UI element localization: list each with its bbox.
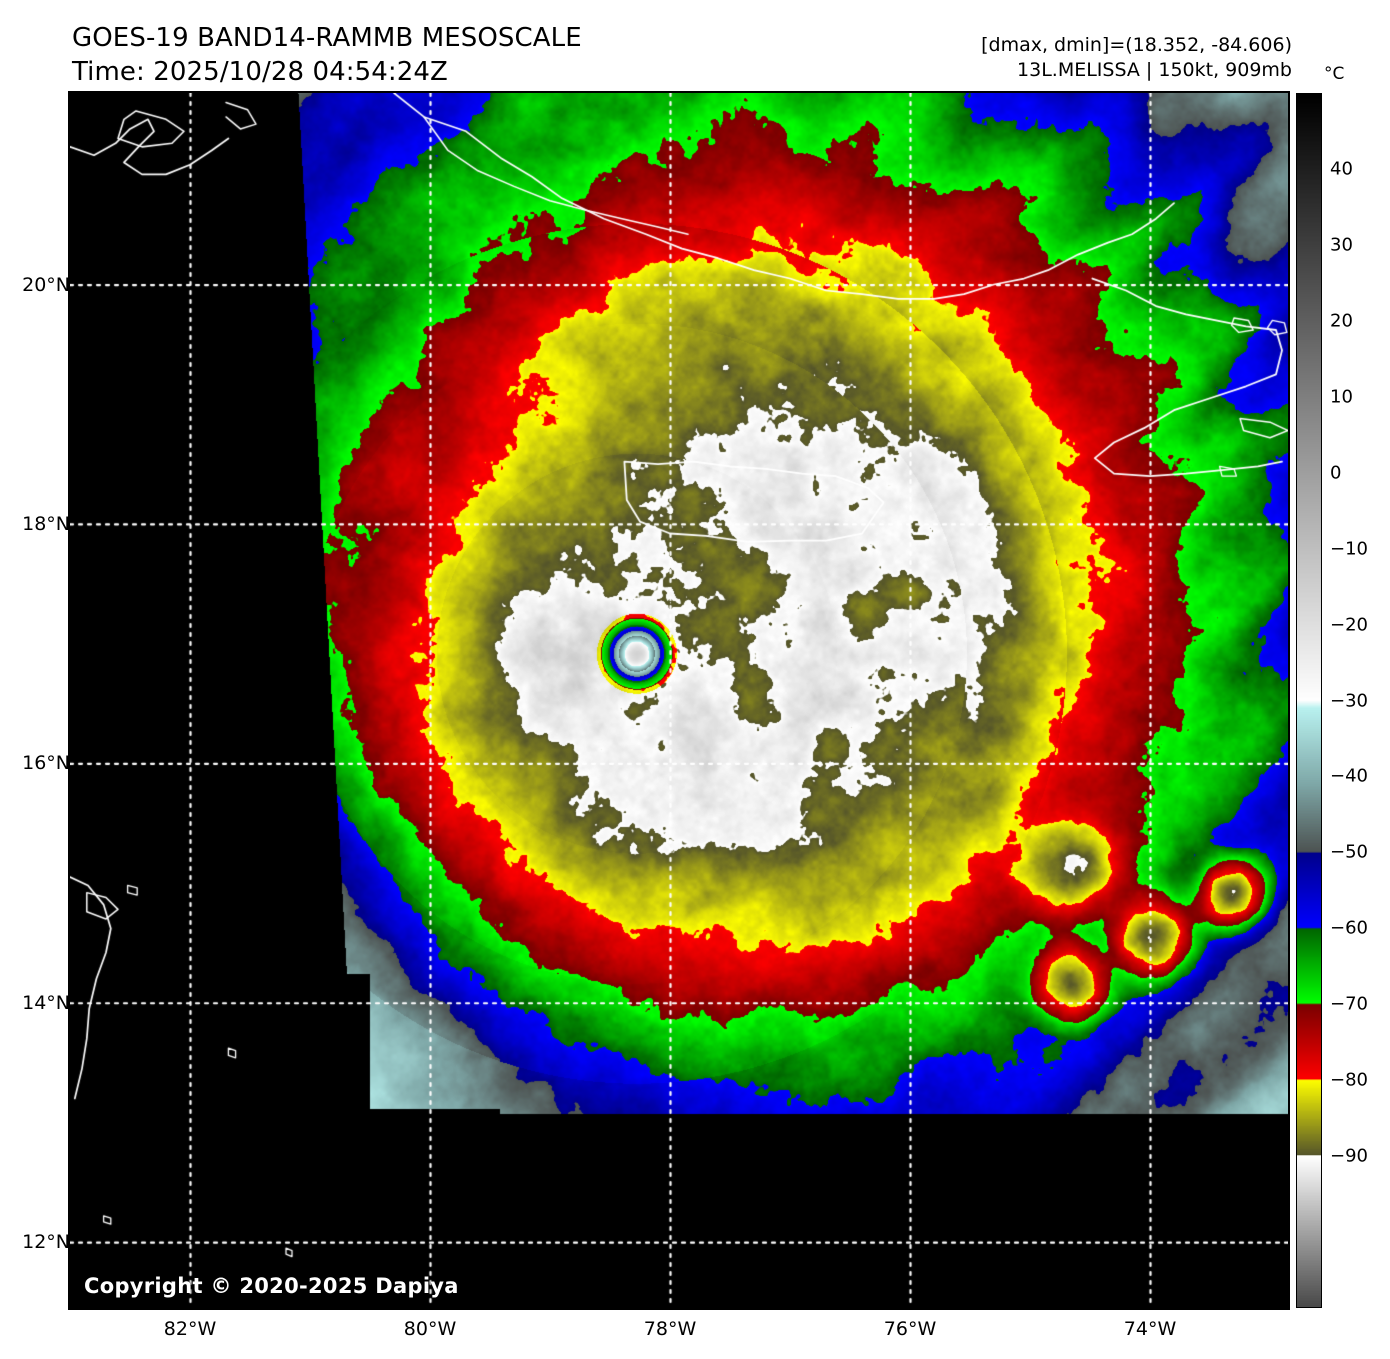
y-axis-tick-4: 12°N [22,1231,70,1254]
dmax-dmin-label: [dmax, dmin]=(18.352, -84.606) [981,34,1292,56]
colorbar-tick-9: −50 [1330,841,1368,863]
y-axis-tick-1: 18°N [22,512,70,535]
colorbar-tick-5: −10 [1330,538,1368,560]
y-axis-tick-3: 14°N [22,991,70,1014]
page-title: GOES-19 BAND14-RAMMB MESOSCALE [72,23,582,53]
copyright-label: Copyright © 2020-2025 Dapiya [84,1274,459,1298]
metadata-block: [dmax, dmin]=(18.352, -84.606) 13L.MELIS… [981,33,1292,83]
colorbar-tick-1: 30 [1330,234,1353,256]
colorbar-tick-0: 40 [1330,158,1353,180]
colorbar-tick-10: −60 [1330,917,1368,939]
x-axis-tick-3: 76°W [883,1318,937,1340]
colorbar-tick-4: 0 [1330,462,1342,484]
x-axis-tick-2: 78°W [643,1318,697,1340]
colorbar-tick-3: 10 [1330,386,1353,408]
colorbar-unit-label: °C [1324,64,1345,84]
colorbar-tick-6: −20 [1330,614,1368,636]
satellite-image-plot: Copyright © 2020-2025 Dapiya [70,93,1288,1308]
x-axis-tick-1: 80°W [403,1318,457,1340]
colorbar-tick-2: 20 [1330,310,1353,332]
storm-info-label: 13L.MELISSA | 150kt, 909mb [1017,59,1292,82]
timestamp-label: Time: 2025/10/28 04:54:24Z [72,56,448,87]
colorbar-tick-8: −40 [1330,765,1368,787]
x-axis-tick-4: 74°W [1123,1318,1177,1340]
colorbar [1296,93,1322,1308]
satellite-imagery-canvas [70,93,1288,1308]
colorbar-tick-13: −90 [1330,1145,1368,1167]
colorbar-tick-12: −80 [1330,1069,1368,1091]
title-block: GOES-19 BAND14-RAMMB MESOSCALE Time: 202… [72,22,582,90]
y-axis-tick-2: 16°N [22,752,70,775]
colorbar-tick-11: −70 [1330,993,1368,1015]
x-axis-tick-0: 82°W [163,1318,217,1340]
y-axis-tick-0: 20°N [22,273,70,296]
colorbar-tick-7: −30 [1330,690,1368,711]
colorbar-gradient [1297,94,1321,1307]
